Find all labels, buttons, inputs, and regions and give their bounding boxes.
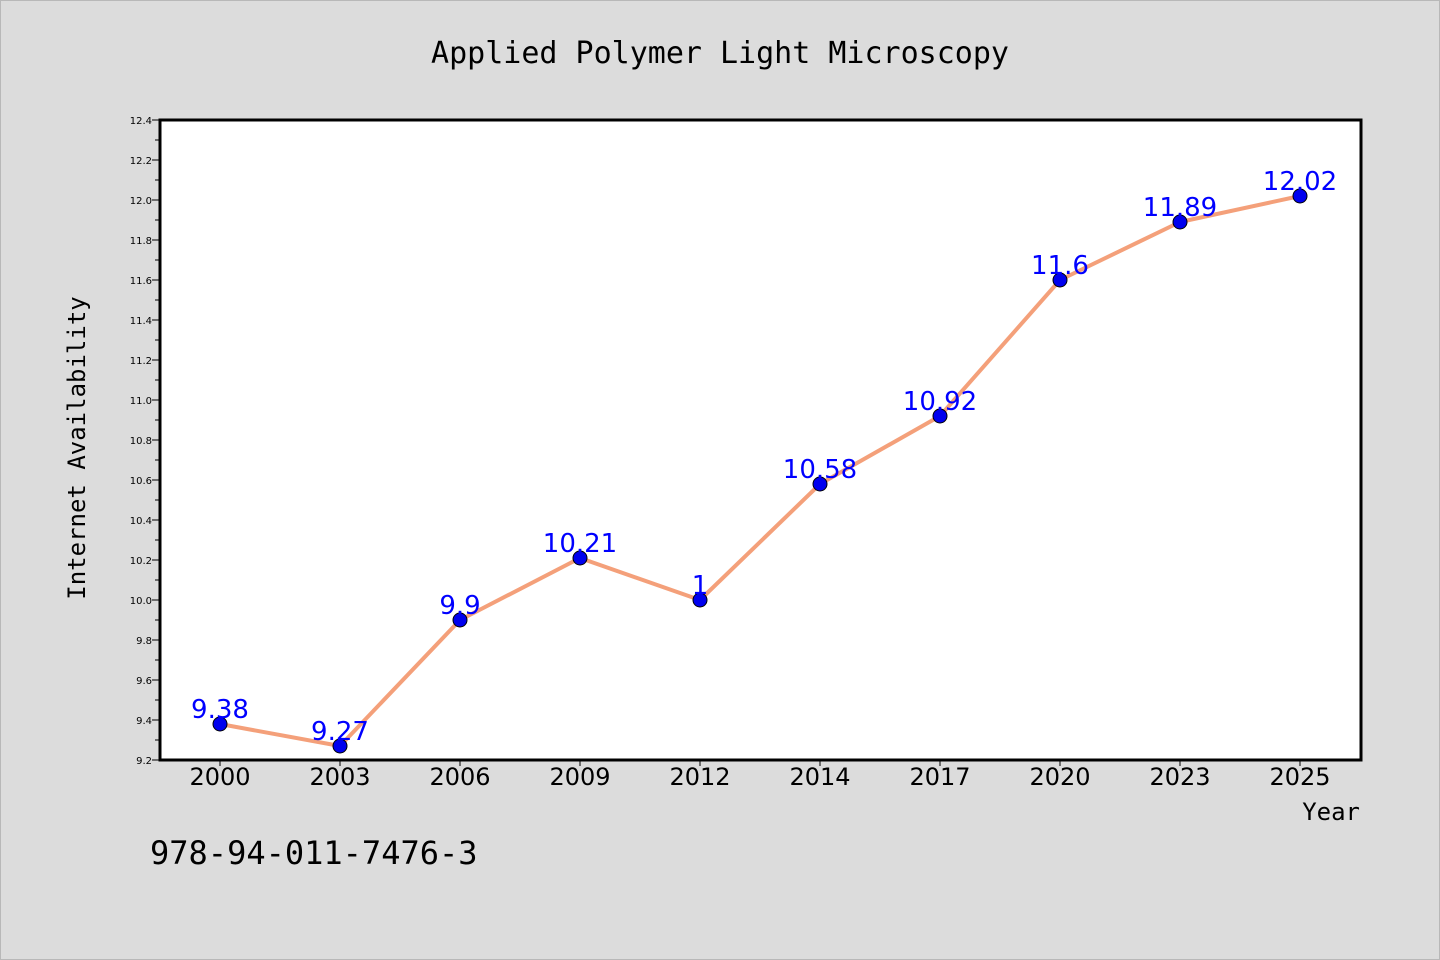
data-label: 9.9 <box>439 591 480 621</box>
data-label: 10.92 <box>903 387 977 417</box>
data-label: 9.27 <box>311 717 369 747</box>
data-point-marker <box>932 408 948 424</box>
x-tick-label: 2003 <box>309 763 370 791</box>
data-point-marker <box>212 716 228 732</box>
x-tick-label: 2006 <box>429 763 490 791</box>
data-label: 10.21 <box>543 529 617 559</box>
y-axis-label: Internet Availability <box>63 296 91 599</box>
plot-area <box>160 120 1361 760</box>
plot-frame <box>158 118 1363 762</box>
x-tick-label: 2023 <box>1149 763 1210 791</box>
y-tick-label: 12.4 <box>130 116 152 127</box>
data-point-marker <box>1292 188 1308 204</box>
data-label: 11.89 <box>1143 193 1217 223</box>
y-tick-label: 9.6 <box>136 676 152 687</box>
y-tick-label: 9.2 <box>136 756 152 767</box>
data-label: 10.58 <box>783 455 857 485</box>
data-label: 1 <box>692 571 709 601</box>
isbn-code: 978-94-011-7476-3 <box>150 834 478 872</box>
y-tick-label: 11.4 <box>130 316 152 327</box>
y-tick-label: 9.8 <box>136 636 152 647</box>
x-tick-label: 2012 <box>669 763 730 791</box>
y-tick-label: 10.0 <box>130 596 152 607</box>
data-point-marker <box>332 738 348 754</box>
x-tick-label: 2020 <box>1029 763 1090 791</box>
x-tick-label: 2025 <box>1269 763 1330 791</box>
y-tick-label: 10.6 <box>130 476 152 487</box>
x-tick-label: 2014 <box>789 763 850 791</box>
data-point-marker <box>572 550 588 566</box>
y-tick-label: 12.0 <box>130 196 152 207</box>
x-axis-label: Year <box>1302 798 1360 826</box>
x-tick-label: 2009 <box>549 763 610 791</box>
data-point-marker <box>452 612 468 628</box>
y-tick-label: 12.2 <box>130 156 152 167</box>
y-tick-label: 11.8 <box>130 236 152 247</box>
chart-title: Applied Polymer Light Microscopy <box>431 36 1009 71</box>
x-axis: 2000 2003 2006 2009 2012 2014 2017 2020 2023 2025 <box>189 760 1331 791</box>
series-line <box>219 194 1301 748</box>
x-tick-label: 2017 <box>909 763 970 791</box>
data-point-marker <box>1052 272 1068 288</box>
data-label: 9.38 <box>191 695 249 725</box>
data-point-marker <box>1172 214 1188 230</box>
y-tick-label: 10.2 <box>130 556 152 567</box>
y-tick-label: 9.4 <box>136 716 152 727</box>
data-label: 12.02 <box>1263 167 1337 197</box>
y-tick-label: 11.0 <box>130 396 152 407</box>
data-point-marker <box>812 476 828 492</box>
y-axis: 9.2 9.4 9.6 9.8 10.0 10.2 10.4 10.6 10.8 11.0 11.2… <box>130 116 160 767</box>
data-label: 11.6 <box>1031 251 1089 281</box>
y-tick-label: 11.6 <box>130 276 152 287</box>
x-tick-label: 2000 <box>189 763 250 791</box>
data-point-marker <box>692 592 708 608</box>
series-layer: 9.38 9.27 9.9 10.21 1 10.58 10.92 11.6 11.89 12.0… <box>191 167 1337 754</box>
y-tick-label: 11.2 <box>130 356 152 367</box>
y-tick-label: 10.8 <box>130 436 152 447</box>
y-tick-label: 10.4 <box>130 516 152 527</box>
